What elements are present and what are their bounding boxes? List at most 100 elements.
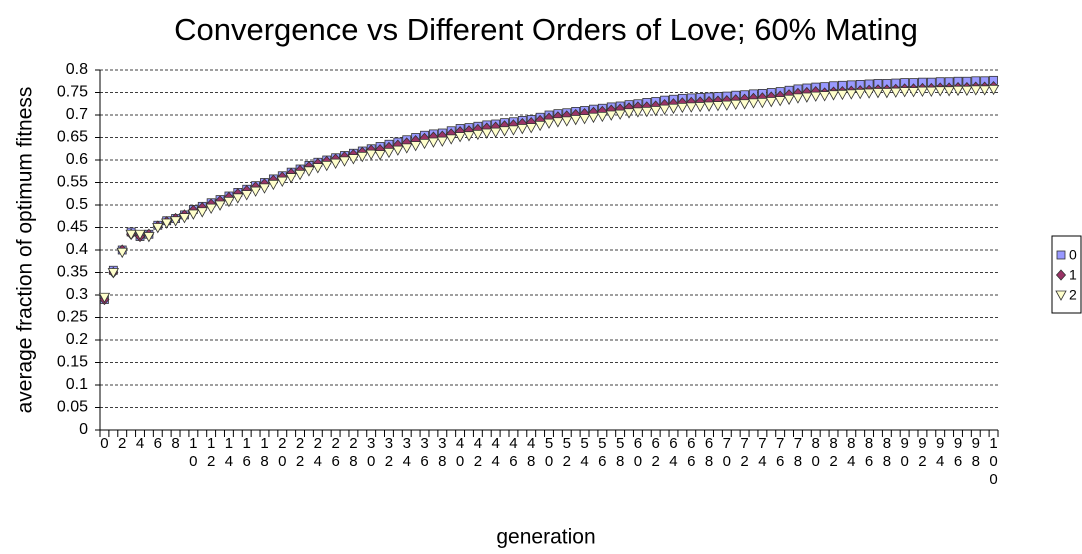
data-point	[712, 101, 724, 112]
data-point	[703, 101, 715, 112]
data-point	[801, 92, 813, 103]
data-point	[161, 218, 173, 229]
data-point	[676, 102, 689, 114]
x-tick-label: 2	[118, 435, 126, 452]
x-tick-label: 8	[171, 435, 179, 452]
data-point	[934, 86, 946, 97]
data-point	[223, 196, 235, 208]
x-axis-label: generation	[496, 526, 595, 549]
data-point	[392, 145, 404, 156]
y-tick-label: 0.1	[66, 376, 88, 393]
data-point	[765, 97, 777, 108]
x-tick-label: 6	[154, 435, 162, 452]
data-point	[329, 158, 342, 169]
data-point	[241, 190, 253, 201]
y-tick-label: 0.65	[57, 129, 88, 146]
data-point	[792, 93, 804, 104]
data-point	[578, 114, 591, 125]
data-point	[970, 85, 982, 96]
data-point	[756, 98, 769, 109]
data-point	[498, 126, 511, 137]
data-point	[961, 85, 973, 97]
data-point	[694, 102, 706, 113]
data-point	[881, 88, 893, 99]
data-point	[641, 107, 653, 118]
data-point	[587, 112, 600, 124]
data-point	[774, 96, 786, 107]
data-point	[605, 110, 617, 121]
legend-label: 1	[1069, 267, 1077, 283]
data-point	[481, 128, 493, 139]
data-point	[365, 149, 377, 160]
data-point	[516, 124, 529, 135]
data-point	[178, 213, 191, 224]
y-tick-label: 0.35	[57, 264, 88, 281]
data-point	[534, 120, 546, 132]
y-tick-label: 0.8	[66, 61, 88, 78]
data-point	[276, 176, 288, 187]
data-point	[489, 127, 502, 138]
data-point	[925, 86, 937, 97]
data-point	[863, 88, 875, 99]
legend-label: 2	[1069, 287, 1077, 303]
data-point	[98, 292, 111, 304]
data-point	[205, 203, 217, 214]
data-point	[214, 200, 226, 211]
data-point	[685, 102, 697, 113]
x-tick-label: 0	[100, 435, 108, 452]
data-point	[747, 98, 760, 109]
data-point	[472, 129, 484, 141]
data-point	[738, 99, 751, 110]
data-point	[916, 86, 929, 97]
data-point	[463, 131, 475, 142]
data-point	[436, 136, 448, 147]
legend-marker	[1056, 250, 1066, 260]
data-point	[303, 166, 315, 177]
x-tick-label: 4	[136, 435, 144, 452]
y-tick-label: 0.05	[57, 399, 88, 416]
chart-title: Convergence vs Different Orders of Love;…	[174, 12, 918, 47]
data-point	[232, 193, 244, 204]
y-tick-label: 0.55	[57, 174, 88, 191]
y-tick-label: 0.7	[66, 106, 88, 123]
data-point	[321, 160, 333, 172]
data-point	[952, 85, 964, 97]
data-point	[943, 86, 955, 97]
y-tick-label: 0.5	[66, 196, 88, 213]
data-point	[249, 186, 262, 197]
data-point	[614, 109, 626, 120]
data-point	[196, 207, 208, 218]
data-point	[169, 216, 182, 227]
data-point	[872, 88, 884, 99]
data-point	[454, 132, 466, 143]
data-point	[125, 229, 137, 241]
